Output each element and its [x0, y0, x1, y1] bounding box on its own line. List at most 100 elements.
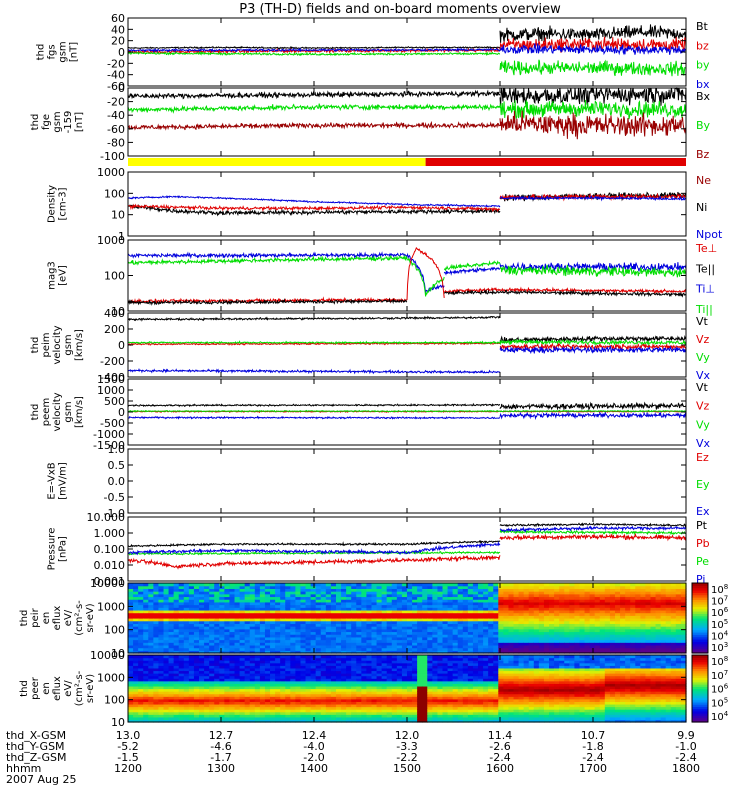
spectrogram-cell	[163, 599, 170, 603]
spectrogram-cell	[178, 588, 185, 592]
spectrogram-cell	[569, 650, 575, 654]
spectrogram-cell	[589, 615, 596, 619]
spectrogram-cell	[193, 642, 200, 646]
spectrogram-cell	[188, 626, 195, 630]
spectrogram-cell	[543, 601, 550, 606]
spectrogram-cell	[407, 591, 413, 595]
spectrogram-cell	[386, 657, 393, 661]
spectrogram-cell	[625, 631, 631, 635]
spectrogram-cell	[168, 599, 175, 603]
spectrogram-cell	[488, 588, 494, 592]
spectrogram-cell	[620, 618, 626, 622]
spectrogram-cell	[249, 719, 256, 723]
spectrogram-cell	[493, 591, 499, 595]
spectrogram-cell	[128, 655, 134, 659]
spectrogram-cell	[305, 667, 312, 672]
spectrogram-cell	[280, 703, 286, 708]
spectrogram-cell	[128, 662, 134, 666]
spectrogram-cell	[361, 604, 368, 608]
spectrogram-cell	[401, 670, 408, 674]
spectrogram-cell	[143, 657, 149, 661]
spectrogram-cell	[645, 585, 652, 589]
spectrogram-cell	[224, 655, 231, 659]
spectrogram-cell	[290, 642, 296, 646]
spectrogram-cell	[285, 604, 291, 608]
spectrogram-cell	[503, 607, 510, 611]
spectrogram-cell	[310, 634, 317, 638]
spectrogram-cell	[199, 628, 205, 633]
spectrogram-cell	[467, 636, 474, 641]
spectrogram-cell	[168, 593, 175, 598]
spectrogram-cell	[275, 706, 281, 710]
spectrogram-cell	[655, 591, 662, 595]
spectrogram-cell	[173, 716, 180, 721]
spectrogram-cell	[320, 623, 327, 627]
spectrogram-cell	[290, 623, 296, 627]
spectrogram-cell	[259, 585, 266, 589]
spectrogram-cell	[290, 650, 296, 654]
spectrogram-cell	[320, 716, 327, 721]
spectrogram-cell	[193, 685, 200, 690]
spectrogram-cell	[270, 670, 276, 674]
spectrogram-cell	[199, 696, 205, 700]
spectrogram-cell	[432, 612, 439, 616]
spectrogram-cell	[594, 583, 601, 587]
spectrogram-cell	[401, 636, 408, 641]
spectrogram-cell	[341, 655, 347, 659]
spectrogram-cell	[376, 703, 383, 708]
ytick-label-peir_efflux: 100	[104, 624, 125, 637]
spectrogram-cell	[442, 588, 449, 592]
spectrogram-cell	[310, 583, 317, 587]
spectrogram-cell	[554, 585, 560, 589]
spectrogram-cell	[275, 604, 281, 608]
spectrogram-cell	[346, 591, 352, 595]
spectrogram-cell	[554, 618, 560, 622]
spectrogram-cell	[163, 657, 170, 661]
spectrogram-cell	[153, 691, 160, 695]
spectrogram-cell	[224, 691, 231, 695]
spectrogram-cell	[224, 631, 231, 635]
spectrogram-cell	[280, 709, 286, 713]
spectrogram-cell	[675, 596, 682, 600]
spectrogram-cell	[386, 601, 393, 606]
spectrogram-cell	[133, 662, 139, 666]
spectrogram-cell	[168, 693, 175, 697]
spectrogram-cell	[584, 626, 591, 630]
spectrogram-cell	[437, 609, 444, 614]
spectrogram-cell	[143, 599, 149, 603]
spectrogram-cell	[325, 609, 332, 614]
spectrogram-cell	[386, 662, 393, 666]
spectrogram-cell	[178, 636, 185, 641]
legend-fgs-by: by	[696, 59, 710, 72]
spectrogram-cell	[325, 650, 332, 654]
spectrogram-cell	[143, 612, 149, 616]
spectrogram-cell	[280, 647, 286, 651]
spectrogram-cell	[290, 696, 296, 700]
spectrogram-cell	[381, 615, 388, 619]
spectrogram-cell	[204, 662, 210, 666]
spectrogram-cell	[341, 601, 347, 606]
spectrogram-cell	[330, 642, 337, 646]
spectrogram-cell	[133, 655, 139, 659]
spectrogram-cell	[614, 593, 621, 598]
spectrogram-cell	[437, 691, 444, 695]
spectrogram-cell	[270, 660, 276, 664]
spectrogram-cell	[412, 673, 418, 677]
spectrogram-cell	[645, 639, 652, 643]
spectrogram-cell	[670, 604, 677, 608]
spectrogram-cell	[229, 626, 236, 630]
spectrogram-cell	[371, 688, 378, 692]
ylabel-efield-1: [mV/m]	[58, 462, 69, 500]
spectrogram-cell	[285, 647, 291, 651]
spectrogram-cell	[341, 626, 347, 630]
spectrogram-cell	[259, 696, 266, 700]
spectrogram-cell	[270, 675, 276, 679]
spectrogram-cell	[178, 662, 185, 666]
spectrogram-cell	[427, 618, 433, 622]
spectrogram-cell	[219, 612, 225, 616]
spectrogram-cell	[270, 685, 276, 690]
spectrogram-cell	[412, 593, 418, 598]
spectrogram-cell	[153, 670, 160, 674]
spectrogram-cell	[371, 696, 378, 700]
spectrogram-cell	[325, 701, 332, 705]
